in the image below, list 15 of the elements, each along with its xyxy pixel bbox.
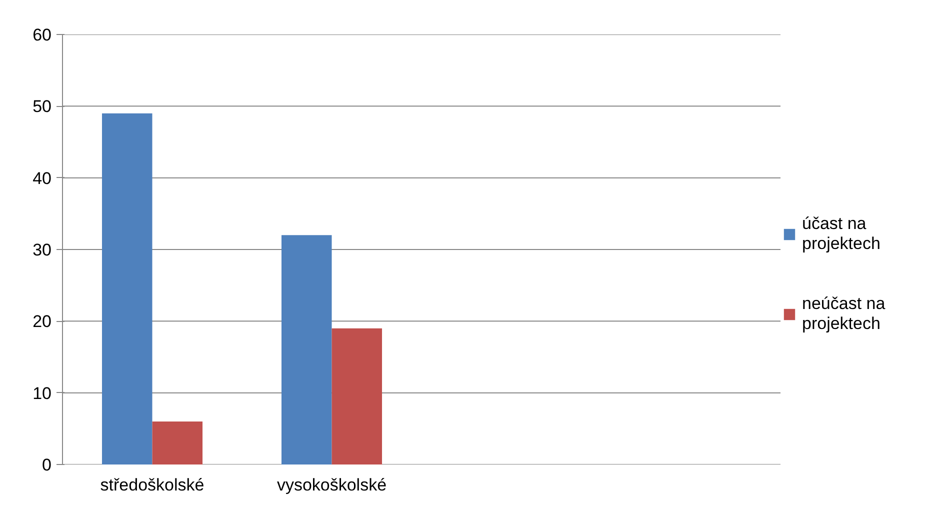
- y-tick-label: 60: [32, 26, 52, 44]
- y-tick-label: 0: [42, 456, 52, 474]
- legend-label: účast na projektech: [802, 214, 880, 254]
- bar: [152, 422, 203, 464]
- y-tick-label: 10: [32, 384, 52, 403]
- bar: [102, 113, 152, 464]
- bar: [332, 328, 382, 464]
- y-tick-label: 50: [32, 97, 52, 116]
- legend-label: neúčast na projektech: [802, 294, 886, 334]
- y-tick-label: 40: [32, 168, 52, 188]
- x-tick-label: vysokoškolské: [276, 476, 387, 494]
- x-tick-label: středoškolské: [100, 476, 204, 494]
- y-tick-label: 20: [32, 312, 52, 332]
- bar: [281, 235, 332, 464]
- y-tick-label: 30: [32, 240, 52, 260]
